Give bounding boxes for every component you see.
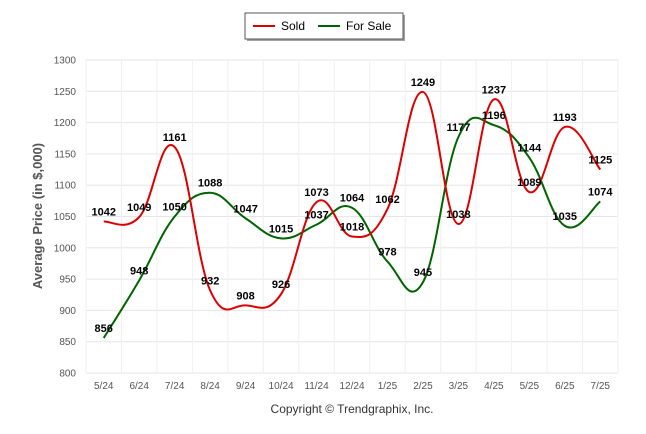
data-label-for-sale: 856	[95, 323, 113, 335]
data-label-for-sale: 1064	[340, 193, 365, 205]
data-label-for-sale: 945	[414, 267, 432, 279]
y-tick-label: 1200	[54, 118, 77, 129]
data-label-for-sale: 1015	[269, 223, 293, 235]
grid-lines	[85, 59, 619, 374]
data-label-for-sale: 1050	[162, 202, 186, 214]
data-label-sold: 1073	[304, 187, 328, 199]
data-label-sold: 1161	[163, 132, 187, 144]
y-axis-title: Average Price (in $,000)	[30, 143, 45, 289]
data-label-sold: 908	[236, 290, 254, 302]
x-tick-label: 3/25	[449, 381, 469, 392]
x-tick-label: 5/24	[94, 381, 114, 392]
data-label-for-sale: 1035	[553, 211, 577, 223]
x-tick-label: 6/25	[555, 381, 575, 392]
x-tick-label: 7/24	[165, 381, 185, 392]
data-label-for-sale: 1196	[482, 110, 506, 122]
data-label-sold: 932	[201, 275, 219, 287]
copyright-text: Copyright © Trendgraphix, Inc.	[271, 402, 434, 416]
series-line-sold	[103, 90, 602, 311]
x-tick-label: 2/25	[413, 381, 433, 392]
x-tick-label: 5/25	[520, 381, 540, 392]
data-label-sold: 1125	[588, 155, 612, 167]
data-label-for-sale: 1088	[198, 178, 222, 190]
data-label-sold: 1237	[482, 84, 506, 96]
data-label-sold: 1089	[517, 177, 541, 189]
x-tick-label: 12/24	[339, 381, 364, 392]
data-label-sold: 1249	[411, 77, 435, 89]
x-tick-label: 10/24	[269, 381, 294, 392]
y-tick-label: 1050	[54, 212, 77, 223]
y-tick-label: 950	[59, 275, 76, 286]
legend: Sold For Sale	[244, 12, 405, 41]
y-tick-label: 850	[59, 337, 76, 348]
data-label-for-sale: 1144	[517, 143, 542, 155]
data-label-for-sale: 948	[130, 265, 148, 277]
x-axis-ticks: 5/24 6/24 7/24 8/24 9/24 10/24 11/24 12/24 1/25 2…	[94, 381, 610, 392]
y-tick-label: 1100	[54, 181, 76, 192]
data-label-sold: 1193	[553, 112, 577, 124]
x-tick-label: 6/24	[129, 381, 149, 392]
series-lines	[102, 90, 602, 339]
y-axis-ticks: 800 850 900 950 1000 1050 1100 1150 1200 1250 1300	[54, 56, 77, 380]
y-tick-label: 800	[59, 369, 76, 380]
data-label-for-sale: 978	[378, 247, 396, 259]
data-label-sold: 1038	[446, 209, 470, 221]
data-label-sold: 926	[272, 279, 290, 291]
data-label-for-sale: 1037	[304, 210, 328, 222]
x-tick-label: 8/24	[200, 381, 220, 392]
legend-label-for-sale: For Sale	[346, 19, 392, 33]
data-labels: 1042 1049 1161 932 908 926 1073 1018 1062 1249 103…	[91, 77, 613, 335]
data-label-for-sale: 1074	[588, 186, 613, 198]
y-tick-label: 1000	[54, 243, 77, 254]
y-tick-label: 1300	[54, 56, 77, 67]
data-label-for-sale: 1177	[446, 122, 470, 134]
y-tick-label: 1250	[54, 87, 77, 98]
data-label-sold: 1042	[91, 207, 115, 219]
x-tick-label: 7/25	[591, 381, 611, 392]
legend-label-sold: Sold	[281, 19, 305, 33]
y-tick-label: 900	[59, 306, 76, 317]
x-tick-label: 4/25	[484, 381, 504, 392]
x-tick-label: 11/24	[304, 381, 329, 392]
data-label-sold: 1018	[340, 222, 364, 234]
x-tick-label: 9/24	[236, 381, 256, 392]
x-tick-label: 1/25	[378, 381, 398, 392]
data-label-for-sale: 1047	[233, 203, 257, 215]
data-label-sold: 1049	[127, 202, 151, 214]
series-line-for-sale	[102, 116, 601, 339]
data-label-sold: 1062	[375, 194, 399, 206]
y-tick-label: 1150	[54, 149, 76, 160]
